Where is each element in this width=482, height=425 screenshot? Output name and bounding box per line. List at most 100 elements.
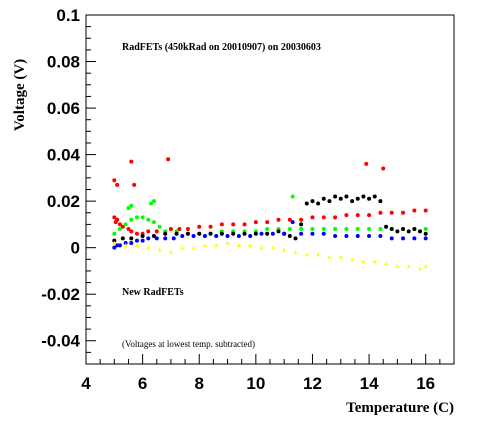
data-point — [361, 194, 366, 199]
data-point — [412, 236, 417, 241]
data-point — [112, 178, 117, 183]
data-point — [253, 231, 258, 236]
data-point — [321, 196, 326, 201]
data-point — [129, 203, 134, 208]
data-point — [157, 247, 162, 252]
data-point — [287, 234, 292, 239]
data-point — [304, 201, 309, 206]
data-point — [364, 161, 369, 166]
data-point — [126, 206, 131, 211]
data-point — [378, 210, 383, 215]
data-point — [333, 215, 338, 220]
data-point — [401, 210, 406, 215]
x-tick-label: 12 — [303, 374, 322, 393]
data-point — [367, 196, 372, 201]
data-point — [134, 238, 139, 243]
data-point — [177, 227, 182, 232]
data-point — [191, 234, 196, 239]
data-point — [270, 231, 275, 236]
data-point — [151, 234, 156, 239]
data-point — [117, 243, 122, 248]
data-point — [389, 227, 394, 232]
data-point — [372, 194, 377, 199]
data-point — [310, 215, 315, 220]
y-tick-label: 0.06 — [47, 99, 80, 118]
data-point — [395, 264, 400, 268]
data-point — [140, 215, 145, 220]
data-point — [350, 199, 355, 204]
data-point — [129, 229, 134, 234]
data-point — [299, 231, 304, 236]
data-point — [185, 231, 190, 236]
data-point — [265, 220, 270, 225]
data-point — [180, 234, 185, 239]
data-point — [299, 227, 304, 232]
data-point — [299, 222, 304, 227]
data-point — [321, 215, 326, 220]
data-point — [140, 234, 145, 239]
data-point — [372, 259, 377, 264]
data-point — [401, 227, 406, 232]
data-point — [214, 234, 219, 239]
data-point — [129, 236, 134, 241]
data-point — [333, 194, 338, 199]
data-point — [378, 227, 383, 232]
data-point — [126, 227, 131, 232]
y-tick-label: 0.04 — [47, 146, 81, 165]
y-tick-label: -0.04 — [41, 332, 80, 351]
data-point — [129, 241, 134, 246]
data-point — [276, 217, 281, 222]
data-point — [265, 227, 270, 232]
data-point — [304, 252, 309, 257]
data-point — [253, 220, 258, 225]
series-0 — [112, 157, 428, 236]
data-point — [112, 245, 117, 250]
data-point — [120, 236, 125, 241]
data-point — [327, 199, 332, 204]
data-point — [236, 243, 241, 247]
y-tick-label: 0.02 — [47, 192, 80, 211]
data-point — [381, 166, 386, 171]
x-axis-title: Temperature (C) — [346, 400, 454, 416]
data-point — [378, 234, 383, 239]
data-point — [236, 234, 241, 239]
data-point — [202, 243, 207, 247]
data-point — [242, 231, 247, 236]
data-point — [115, 217, 120, 222]
data-point — [151, 220, 156, 225]
data-point — [299, 217, 304, 222]
data-point — [146, 236, 151, 241]
data-point — [151, 199, 156, 204]
data-point — [185, 227, 190, 232]
data-point — [344, 227, 349, 232]
data-point — [134, 215, 139, 220]
data-point — [350, 257, 355, 261]
data-point — [355, 213, 360, 218]
data-point — [140, 238, 145, 243]
data-point — [112, 240, 117, 245]
data-point — [163, 236, 168, 241]
data-point — [423, 208, 428, 213]
data-point — [389, 236, 394, 241]
data-point — [129, 217, 134, 222]
data-point — [112, 231, 117, 236]
annotation-new-radfets: New RadFETs — [122, 287, 184, 298]
data-point — [225, 240, 230, 245]
data-point — [154, 229, 159, 234]
data-point — [134, 231, 139, 236]
data-point — [344, 194, 349, 199]
y-tick-label: 0 — [71, 239, 80, 258]
data-point — [259, 231, 264, 236]
data-point — [146, 229, 151, 234]
x-tick-label: 16 — [416, 374, 435, 393]
data-point — [197, 231, 202, 236]
data-point — [231, 231, 236, 236]
data-point — [123, 241, 128, 246]
data-point — [282, 231, 287, 236]
y-axis-title: Voltage (V) — [12, 59, 28, 131]
data-point — [310, 227, 315, 232]
data-point — [123, 222, 128, 227]
data-point — [423, 264, 428, 268]
x-tick-label: 8 — [194, 374, 203, 393]
data-point — [180, 245, 185, 250]
